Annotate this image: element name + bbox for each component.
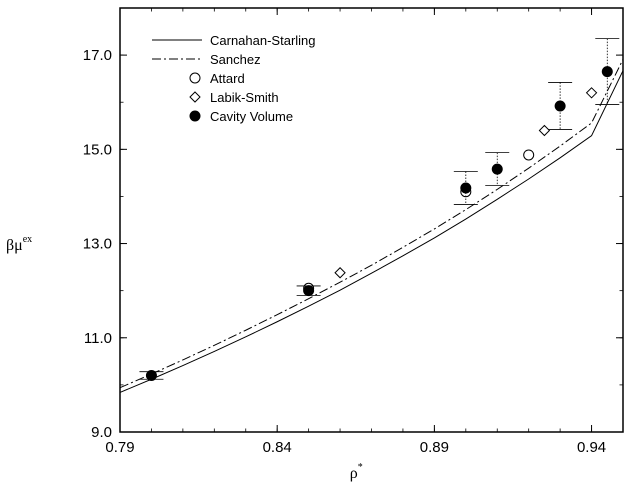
- y-axis-label: βμex: [6, 234, 32, 254]
- x-tick-label: 0.94: [577, 439, 606, 456]
- y-tick-label: 11.0: [84, 330, 112, 347]
- legend: Carnahan-Starling Sanchez Attard Labik-Smit…: [152, 33, 316, 124]
- y-axis-label-main: βμ: [6, 237, 23, 254]
- x-tick-label: 0.84: [263, 439, 292, 456]
- data-point-labik-smith: [334, 267, 346, 279]
- series-curves: [119, 59, 624, 393]
- data-point-cavity-volume: [460, 182, 472, 194]
- legend-label-carnahan-starling: Carnahan-Starling: [210, 33, 316, 48]
- series-line-carnahan-starling: [119, 70, 624, 393]
- data-point-labik-smith: [585, 87, 598, 99]
- y-tick-label: 13.0: [83, 236, 112, 253]
- x-axis-label: ρ*: [350, 462, 363, 482]
- x-tick-label: 0.79: [105, 439, 134, 456]
- legend-label-labik-smith: Labik-Smith: [210, 90, 279, 105]
- legend-label-cavity-volume: Cavity Volume: [210, 109, 293, 124]
- legend-label-attard: Attard: [210, 71, 245, 86]
- data-point-cavity-volume: [491, 163, 503, 175]
- y-tick-label: 9.0: [91, 424, 112, 441]
- legend-marker-cavity-volume: [189, 110, 201, 122]
- y-tick-label: 15.0: [83, 141, 112, 158]
- plot-area: [119, 7, 624, 433]
- data-point-labik-smith: [538, 124, 551, 137]
- axis-ticks: 0.79 0.84 0.89 0.94 9.0 11.0 13.0 15.0 17.0: [83, 7, 624, 456]
- data-point-attard: [523, 149, 535, 161]
- legend-label-sanchez: Sanchez: [210, 52, 261, 67]
- x-tick-label: 0.89: [420, 439, 449, 456]
- legend-marker-labik-smith: [189, 91, 201, 103]
- y-tick-label: 17.0: [83, 47, 112, 64]
- data-point-cavity-volume: [554, 100, 566, 112]
- data-point-cavity-volume: [601, 66, 613, 78]
- y-axis-label-superscript: ex: [23, 234, 32, 245]
- plot-frame: [119, 7, 624, 433]
- data-point-cavity-volume: [303, 285, 315, 297]
- data-point-cavity-volume: [145, 369, 157, 381]
- series-line-sanchez: [119, 59, 624, 389]
- x-axis-label-superscript: *: [358, 462, 363, 473]
- series-markers: [139, 38, 620, 381]
- legend-marker-attard: [189, 72, 201, 84]
- x-axis-label-main: ρ: [350, 465, 358, 482]
